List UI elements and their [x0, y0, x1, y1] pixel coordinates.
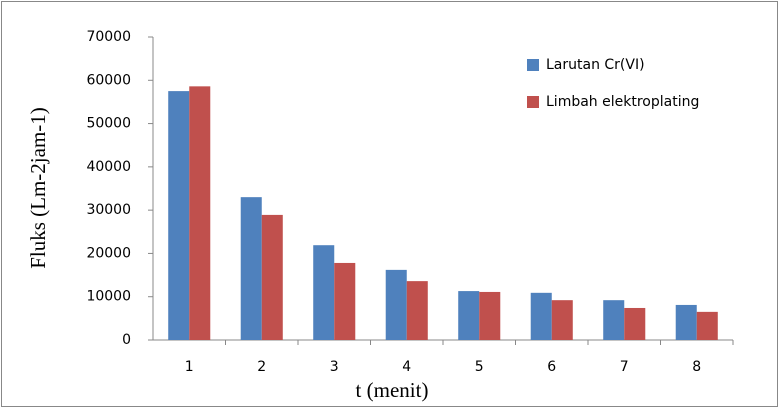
x-axis-label: t (menit): [356, 378, 429, 402]
legend-swatch: [527, 59, 539, 71]
y-tick-label: 10000: [86, 289, 131, 305]
bar: [168, 91, 190, 340]
y-tick-label: 30000: [86, 202, 131, 218]
bar: [696, 311, 718, 340]
y-tick-label: 40000: [86, 159, 131, 175]
x-tick-label: 8: [692, 359, 701, 375]
y-tick-label: 0: [122, 332, 131, 348]
legend-label: Larutan Cr(VI): [546, 57, 645, 73]
x-tick-label: 1: [185, 359, 194, 375]
bar: [189, 86, 211, 341]
x-tick-label: 6: [547, 359, 556, 375]
y-tick-label: 50000: [86, 116, 131, 132]
x-tick-label: 2: [257, 359, 266, 375]
bar: [603, 300, 625, 340]
legend-swatch: [527, 96, 539, 108]
bar: [551, 300, 573, 340]
bar: [530, 292, 552, 340]
y-axis-label: Fluks (Lm-2jam-1): [26, 107, 50, 269]
x-tick-label: 7: [620, 359, 629, 375]
legend-label: Limbah elektroplating: [546, 94, 699, 110]
bar: [406, 281, 428, 340]
bar: [240, 197, 262, 340]
x-tick-label: 4: [402, 359, 411, 375]
bar: [458, 291, 480, 340]
bar: [624, 307, 646, 340]
y-tick-label: 70000: [86, 29, 131, 45]
bar: [385, 269, 407, 340]
bar: [313, 245, 335, 340]
bar: [334, 262, 356, 340]
bar: [675, 304, 697, 340]
y-tick-label: 60000: [86, 72, 131, 88]
x-tick-label: 5: [475, 359, 484, 375]
bar: [261, 214, 283, 340]
bar: [479, 291, 501, 340]
x-tick-label: 3: [330, 359, 339, 375]
y-tick-label: 20000: [86, 245, 131, 261]
